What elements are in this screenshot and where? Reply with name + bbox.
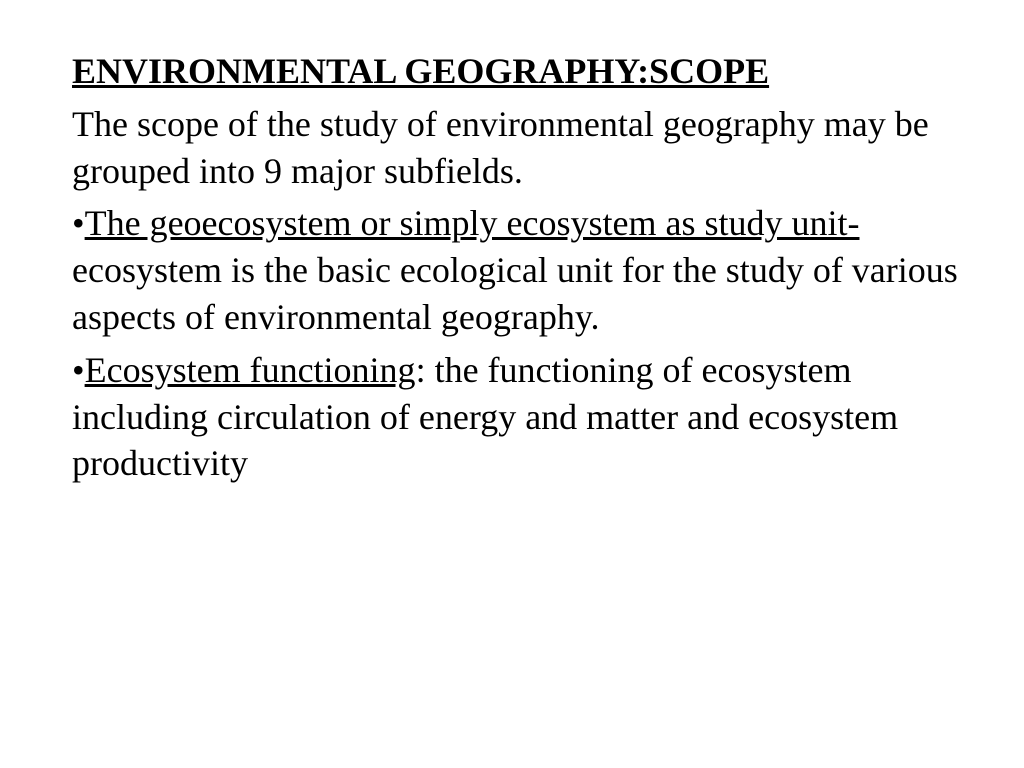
bullet-dot-icon: • (72, 350, 85, 390)
document-title: ENVIRONMENTAL GEOGRAPHY:SCOPE (72, 48, 964, 95)
bullet-lead: Ecosystem functioning (85, 350, 416, 390)
bullet-lead: The geoecosystem or simply ecosystem as … (85, 203, 860, 243)
bullet-rest: ecosystem is the basic ecological unit f… (72, 250, 958, 337)
bullet-item-2: •Ecosystem functioning: the functioning … (72, 347, 964, 487)
intro-paragraph: The scope of the study of environmental … (72, 101, 964, 195)
bullet-dot-icon: • (72, 203, 85, 243)
bullet-item-1: •The geoecosystem or simply ecosystem as… (72, 200, 964, 340)
